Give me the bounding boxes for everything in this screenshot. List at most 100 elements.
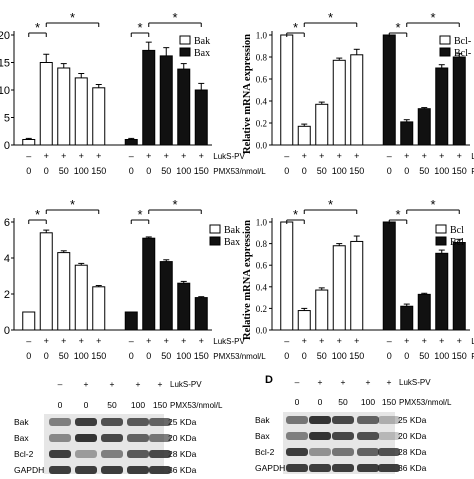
blot-band [101, 466, 123, 474]
significance-star: * [137, 207, 142, 222]
blot-protein-label: GAPDH [14, 465, 44, 474]
blot-band [75, 418, 97, 426]
bar [124, 139, 138, 146]
condition-label-pmx: PMX53/nmol/L [471, 167, 474, 176]
y-tick-label: 0.6 [256, 75, 268, 85]
y-tick-label: 10 [0, 85, 10, 97]
blot-band [286, 464, 308, 472]
condition-pmx: 100 [434, 166, 449, 176]
condition-pmx: 150 [349, 166, 364, 176]
y-tick-label: 0.8 [256, 53, 268, 63]
bar [400, 305, 414, 331]
y-tick-label: 0 [4, 325, 10, 337]
significance-star: * [172, 10, 177, 25]
bar [92, 87, 106, 146]
condition-lukspv: + [44, 151, 49, 161]
bar [194, 89, 208, 146]
legend-swatch [439, 47, 451, 57]
blot-band [127, 450, 149, 458]
y-tick-label: 6 [4, 217, 10, 229]
blot-protein-label: Bax [14, 433, 29, 443]
bar [177, 68, 191, 146]
condition-pmx: 0 [146, 166, 151, 176]
y-tick-label: 20 [0, 30, 10, 42]
significance-star: * [430, 10, 435, 25]
y-tick-label: 5 [4, 113, 10, 125]
condition-label-pmx: PMX53/nmol/L [471, 352, 474, 361]
blot-band [49, 450, 71, 458]
blot-kda-label: 28 KDa [168, 449, 197, 459]
blot-band [75, 450, 97, 458]
condition-lukspv: + [302, 336, 307, 346]
blot-kda-label: 25 KDa [398, 415, 427, 425]
condition-pmx: 150 [91, 166, 106, 176]
blot-condition-lukspv: – [58, 379, 63, 389]
y-axis-label: Relative mRNA expression [242, 34, 253, 154]
condition-pmx: 0 [302, 166, 307, 176]
condition-label-lukspv: LukS-PV [213, 152, 245, 161]
condition-lukspv: – [387, 151, 392, 161]
condition-lukspv: + [319, 336, 324, 346]
blot-condition-pmx: 150 [153, 400, 167, 410]
significance-star: * [293, 20, 298, 35]
blot-condition-lukspv: – [295, 377, 300, 387]
condition-lukspv: + [146, 336, 151, 346]
blot-label-lukspv: LukS-PV [399, 378, 431, 387]
blot-band [286, 448, 308, 456]
bar [22, 139, 36, 146]
blot-band [332, 448, 354, 456]
bar [452, 56, 466, 146]
legend-swatch [179, 35, 191, 45]
condition-lukspv: + [181, 151, 186, 161]
blot-kda-label: 36 KDa [168, 465, 197, 474]
y-tick-label: 0.2 [256, 304, 267, 314]
bar [159, 55, 173, 146]
significance-star: * [70, 197, 75, 212]
significance-star: * [70, 10, 75, 25]
blot-label-pmx: PMX53/nmol/L [399, 398, 452, 407]
blot-band [378, 416, 400, 424]
condition-lukspv: + [96, 151, 101, 161]
condition-pmx: 150 [91, 351, 106, 361]
blot-condition-lukspv: + [158, 379, 163, 389]
bar [332, 59, 346, 146]
blot-band [357, 416, 379, 424]
blot-protein-label: Bcl-2 [14, 449, 34, 459]
blot-band [357, 464, 379, 472]
condition-lukspv: – [284, 151, 289, 161]
blot-condition-pmx: 150 [382, 397, 396, 407]
blot-band [378, 448, 400, 456]
condition-pmx: 100 [74, 351, 89, 361]
blot-band [127, 434, 149, 442]
y-tick-label: 0.6 [256, 261, 268, 271]
condition-lukspv: + [354, 151, 359, 161]
blot-condition-pmx: 100 [131, 400, 145, 410]
condition-pmx: 50 [59, 351, 69, 361]
y-tick-label: 0.4 [256, 282, 268, 292]
condition-pmx: 150 [194, 166, 209, 176]
blot-band [286, 416, 308, 424]
significance-star: * [395, 20, 400, 35]
western-blot-2: D – 0 +0 +50 +100 +150 LukS-PV PMX53/nmol/L Bak 25… [255, 374, 452, 476]
blot-condition-lukspv: + [110, 379, 115, 389]
blot-band [309, 416, 331, 424]
blot-condition-lukspv: + [84, 379, 89, 389]
blot-band [127, 466, 149, 474]
blot-condition-pmx: 50 [338, 397, 348, 407]
condition-pmx: 150 [194, 351, 209, 361]
condition-pmx: 0 [387, 166, 392, 176]
condition-pmx: 50 [161, 351, 171, 361]
blot-band [101, 418, 123, 426]
condition-pmx: 50 [419, 166, 429, 176]
blot-band [149, 466, 171, 474]
bar [315, 289, 329, 331]
blot-label-pmx: PMX53/nmol/L [170, 401, 223, 410]
bar [142, 49, 156, 146]
blot-condition-pmx: 100 [361, 397, 375, 407]
blot-band [149, 450, 171, 458]
blot-condition-pmx: 0 [84, 400, 89, 410]
condition-pmx: 0 [404, 166, 409, 176]
y-tick-label: 0.2 [256, 119, 267, 129]
condition-lukspv: – [26, 336, 31, 346]
legend-label: Bcl- [454, 36, 471, 47]
